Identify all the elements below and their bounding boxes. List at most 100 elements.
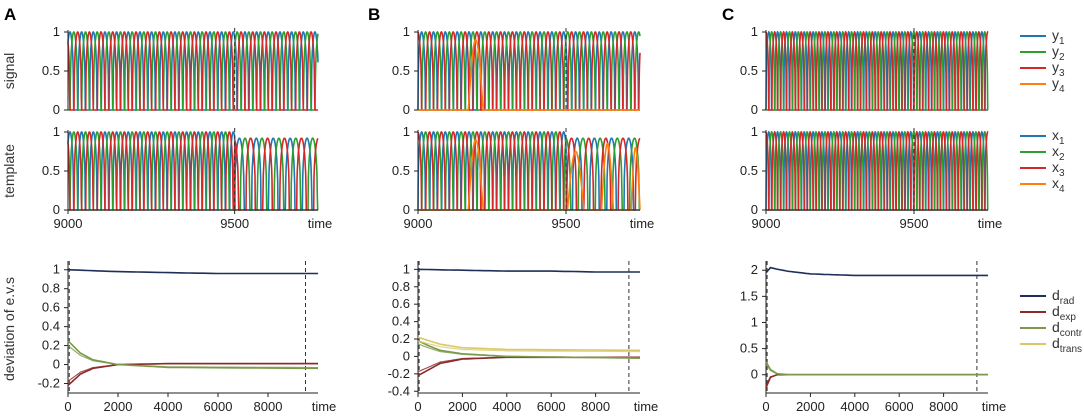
x-axis-label: time [634, 399, 659, 414]
y-tick-label: 0.5 [740, 341, 758, 356]
x-tick-label: 9500 [900, 216, 929, 231]
legend-base: d [1052, 287, 1060, 303]
legend-label: dtrans [1052, 335, 1082, 355]
series-line-y2 [68, 131, 319, 211]
x-axis-label: time [978, 216, 1003, 231]
y-tick-label: 0 [53, 202, 60, 217]
legend-base: y [1052, 43, 1059, 59]
x-axis-label: time [982, 399, 1007, 414]
y-tick-label: 1 [53, 124, 60, 139]
legend-base: y [1052, 75, 1059, 91]
legend-label: dcontr [1052, 319, 1083, 339]
x-tick-label: 6000 [885, 399, 914, 414]
series-line-y3 [67, 30, 318, 111]
y-tick-label: 0.5 [42, 63, 60, 78]
series-line-d_contr [765, 361, 988, 376]
series-line-d_exp-alt [765, 374, 988, 386]
legend-sub: exp [1060, 312, 1077, 323]
x-tick-label: 8000 [581, 399, 610, 414]
legend-label: x1 [1052, 127, 1065, 147]
y-tick-label: 0 [751, 367, 758, 382]
legend-label: x2 [1052, 143, 1065, 163]
x-tick-label: 0 [414, 399, 421, 414]
legend-sub: 3 [1059, 68, 1065, 79]
y-tick-label: 0 [751, 102, 758, 117]
x-tick-label: 2000 [104, 399, 133, 414]
y-tick-label: 1 [751, 314, 758, 329]
x-tick-label: 2000 [796, 399, 825, 414]
series-line-d_contr-alt [67, 345, 319, 369]
deviation-subplot: -0.4 -0.2 0 0.2 0.4 0.6 0.8 1 0 2000 4000 6000 8000 t… [388, 261, 659, 414]
series-line-d_exp-alt [67, 363, 318, 382]
legend-sub: trans [1060, 344, 1082, 355]
series-line-d_exp-alt [417, 356, 640, 373]
x-tick-label: 9000 [404, 216, 433, 231]
y-tick-label: 0.4 [392, 314, 410, 329]
y-tick-label: 1 [53, 24, 60, 39]
x-tick-label: 9000 [752, 216, 781, 231]
x-tick-label: 8000 [254, 399, 283, 414]
legend-label: x4 [1052, 175, 1065, 195]
x-tick-label: 4000 [492, 399, 521, 414]
legend-sub: 3 [1059, 168, 1065, 179]
y-tick-label: 0.5 [392, 163, 410, 178]
deviation-subplot: 0 0.5 1 1.5 2 0 2000 4000 6000 8000 time [740, 261, 1006, 414]
oscillation-subplot: 00.51 [740, 24, 989, 117]
series-line-d_rad [765, 266, 988, 277]
deviation-subplot: -0.2 0 0.2 0.4 0.6 0.8 1 0 2000 4000 6000 8000 time d… [1, 261, 336, 414]
y-tick-label: 1 [53, 262, 60, 277]
series-line-d_rad [67, 268, 318, 275]
series-line-d_trans-alt [417, 340, 641, 353]
y-tick-label: 0 [403, 348, 410, 363]
series-line-d_trans [417, 336, 641, 352]
oscillation-subplot: 00.51 [392, 24, 641, 117]
y-axis-label: template [1, 144, 17, 198]
y-tick-label: 1 [751, 24, 758, 39]
x-tick-label: 0 [762, 399, 769, 414]
legend-label: y2 [1052, 43, 1065, 63]
legend-base: y [1052, 59, 1059, 75]
legend-label: dexp [1052, 303, 1076, 323]
legend-sub: 1 [1059, 136, 1065, 147]
y-tick-label: 1 [751, 124, 758, 139]
panel-label: B [368, 5, 380, 24]
y-tick-label: 0.6 [42, 300, 60, 315]
y-tick-label: 0.5 [392, 63, 410, 78]
y-axis-label: deviation of e.v.s [1, 277, 17, 381]
x-tick-label: 0 [64, 399, 71, 414]
legend-label: y4 [1052, 75, 1065, 95]
y-tick-label: 2 [751, 262, 758, 277]
legend-sub: 4 [1059, 84, 1065, 95]
oscillation-subplot: 0 0.5 1 signal [1, 24, 319, 117]
legend-base: x [1052, 127, 1059, 143]
legend-base: x [1052, 159, 1059, 175]
series-line-y3 [765, 30, 989, 111]
y-tick-label: 0 [751, 202, 758, 217]
legend-label: y1 [1052, 27, 1065, 47]
series-line-d_contr-alt [765, 363, 988, 376]
y-tick-label: 1.5 [740, 288, 758, 303]
x-tick-label: 6000 [204, 399, 233, 414]
series-line-y4 [418, 38, 640, 111]
y-tick-label: 0 [53, 102, 60, 117]
x-tick-label: 9500 [552, 216, 581, 231]
x-axis-label: time [630, 216, 655, 231]
series-line-d_contr-alt [417, 343, 641, 359]
y-tick-label: -0.2 [38, 376, 60, 391]
y-tick-label: 1 [403, 261, 410, 276]
oscillation-subplot: 0 0.5 1 9000 9500 time [740, 124, 1002, 231]
y-tick-label: 0.5 [740, 63, 758, 78]
x-tick-label: 9500 [220, 216, 249, 231]
x-axis-label: time [312, 399, 337, 414]
y-tick-label: 0 [403, 202, 410, 217]
legend-sub: 2 [1059, 52, 1065, 63]
panel-label: C [722, 5, 734, 24]
y-tick-label: 1 [403, 124, 410, 139]
legend-sub: 4 [1059, 184, 1065, 195]
series-line-d_rad [418, 268, 640, 273]
